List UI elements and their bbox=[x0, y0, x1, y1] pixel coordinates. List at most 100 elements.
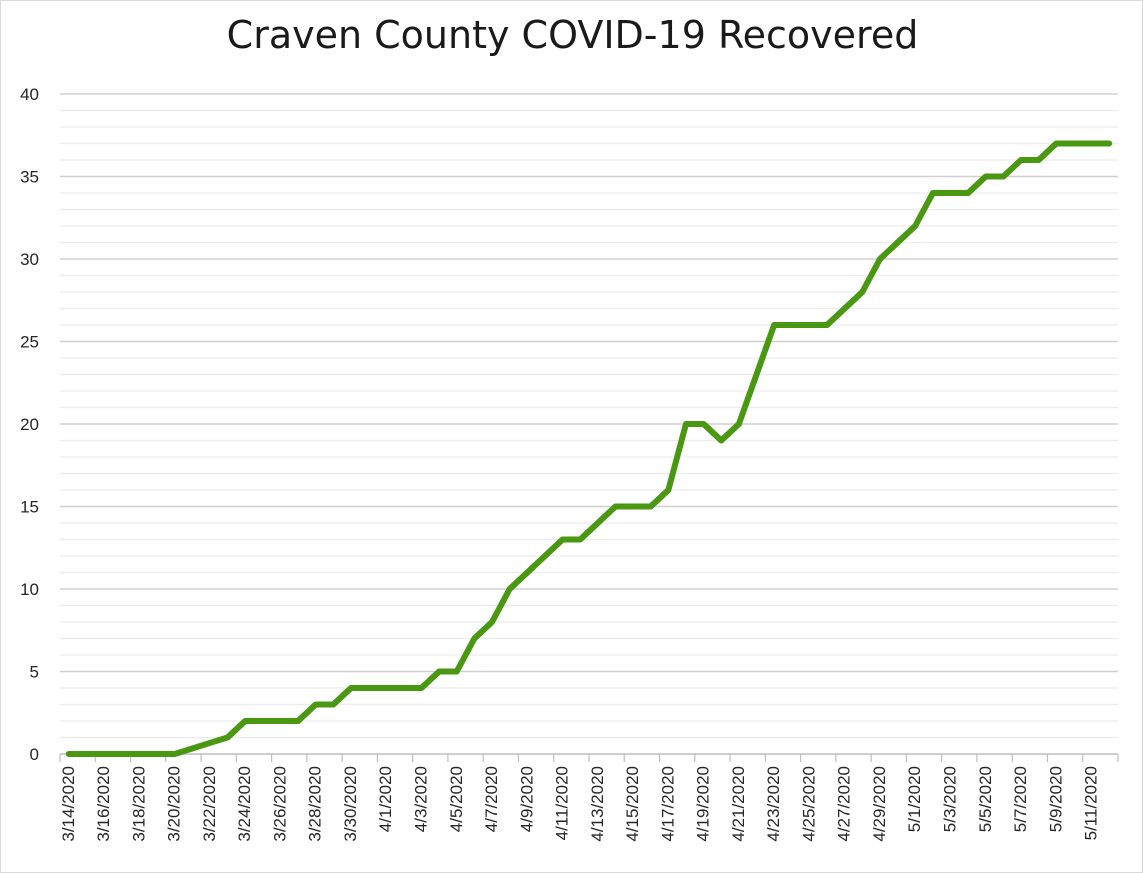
data-point bbox=[1020, 159, 1022, 161]
x-tick-label: 4/23/2020 bbox=[764, 766, 783, 842]
data-point bbox=[385, 687, 387, 689]
data-point bbox=[209, 742, 211, 744]
data-point bbox=[244, 720, 246, 722]
x-tick-label: 4/25/2020 bbox=[799, 766, 818, 842]
x-tick-label: 3/18/2020 bbox=[129, 766, 148, 842]
x-tick-label: 4/7/2020 bbox=[482, 766, 501, 832]
data-point bbox=[491, 621, 493, 623]
x-tick-label: 4/13/2020 bbox=[588, 766, 607, 842]
data-point bbox=[403, 687, 405, 689]
x-tick-label: 4/19/2020 bbox=[694, 766, 713, 842]
data-point bbox=[685, 423, 687, 425]
data-point bbox=[1038, 159, 1040, 161]
data-point bbox=[438, 671, 440, 672]
data-point bbox=[279, 720, 281, 722]
data-point bbox=[756, 374, 758, 375]
data-point bbox=[844, 308, 846, 309]
data-point bbox=[808, 324, 810, 326]
x-tick-label: 3/30/2020 bbox=[341, 766, 360, 842]
y-tick-label: 20 bbox=[20, 415, 39, 434]
y-tick-label: 30 bbox=[20, 250, 39, 269]
x-tick-label: 4/11/2020 bbox=[553, 766, 572, 840]
y-tick-label: 5 bbox=[30, 663, 39, 682]
data-point bbox=[121, 753, 123, 755]
data-point bbox=[191, 748, 193, 750]
y-tick-label: 10 bbox=[20, 580, 39, 599]
series-line bbox=[65, 140, 1113, 757]
data-point bbox=[509, 588, 511, 590]
data-point bbox=[1055, 143, 1057, 144]
x-tick-label: 3/16/2020 bbox=[94, 766, 113, 842]
data-point bbox=[227, 737, 229, 738]
y-tick-label: 40 bbox=[20, 85, 39, 104]
x-tick-label: 5/5/2020 bbox=[976, 766, 995, 832]
data-point bbox=[879, 258, 881, 260]
data-point bbox=[738, 423, 740, 425]
data-point bbox=[914, 225, 916, 227]
data-point bbox=[315, 704, 317, 705]
data-point bbox=[350, 687, 352, 689]
data-point bbox=[262, 720, 264, 722]
y-tick-label: 15 bbox=[20, 498, 39, 517]
data-point bbox=[526, 572, 528, 573]
x-tick-label: 5/7/2020 bbox=[1011, 766, 1030, 832]
data-point bbox=[861, 291, 863, 293]
x-tick-label: 4/1/2020 bbox=[376, 766, 395, 832]
x-tick-label: 4/21/2020 bbox=[729, 766, 748, 842]
x-tick-label: 3/14/2020 bbox=[59, 766, 78, 842]
data-point bbox=[1073, 143, 1075, 144]
data-point bbox=[949, 192, 951, 194]
x-tick-label: 3/26/2020 bbox=[270, 766, 289, 842]
data-point bbox=[597, 522, 599, 524]
x-tick-label: 3/22/2020 bbox=[200, 766, 219, 842]
x-tick-label: 5/1/2020 bbox=[905, 766, 924, 832]
data-point bbox=[156, 753, 158, 755]
data-point bbox=[368, 687, 370, 689]
y-tick-label: 35 bbox=[20, 168, 39, 187]
x-tick-label: 5/9/2020 bbox=[1046, 766, 1065, 832]
data-point bbox=[1002, 176, 1004, 177]
data-point bbox=[667, 489, 669, 491]
x-tick-label: 4/17/2020 bbox=[658, 766, 677, 842]
x-tick-label: 3/24/2020 bbox=[235, 766, 254, 842]
chart-title: Craven County COVID-19 Recovered bbox=[226, 13, 919, 57]
data-point bbox=[1091, 143, 1093, 144]
data-point bbox=[297, 720, 299, 722]
data-point bbox=[703, 423, 705, 425]
data-point bbox=[420, 687, 422, 689]
x-tick-label: 4/15/2020 bbox=[623, 766, 642, 842]
data-point bbox=[985, 176, 987, 177]
x-tick-label: 4/29/2020 bbox=[870, 766, 889, 842]
data-point bbox=[579, 539, 581, 540]
data-point bbox=[544, 555, 546, 557]
x-tick-label: 4/5/2020 bbox=[447, 766, 466, 832]
data-point bbox=[562, 539, 564, 540]
y-tick-label: 25 bbox=[20, 333, 39, 352]
data-point bbox=[138, 753, 140, 755]
x-tick-label: 3/28/2020 bbox=[306, 766, 325, 842]
data-point bbox=[826, 324, 828, 326]
data-point bbox=[68, 753, 70, 755]
data-point bbox=[967, 192, 969, 194]
data-point bbox=[897, 242, 899, 243]
data-point bbox=[791, 324, 793, 326]
x-tick-label: 4/9/2020 bbox=[517, 766, 536, 832]
data-point bbox=[650, 506, 652, 507]
data-point bbox=[1108, 143, 1110, 144]
x-tick-label: 5/11/2020 bbox=[1082, 766, 1101, 840]
data-point bbox=[85, 753, 87, 755]
x-tick-label: 5/3/2020 bbox=[940, 766, 959, 832]
x-tick-label: 4/27/2020 bbox=[835, 766, 854, 842]
data-point bbox=[456, 671, 458, 672]
data-point bbox=[614, 506, 616, 507]
data-point bbox=[632, 506, 634, 507]
y-tick-label: 0 bbox=[30, 745, 39, 764]
data-point bbox=[174, 753, 176, 755]
x-tick-label: 4/3/2020 bbox=[411, 766, 430, 832]
data-point bbox=[332, 704, 334, 705]
x-tick-label: 3/20/2020 bbox=[165, 766, 184, 842]
data-point bbox=[932, 192, 934, 194]
data-point bbox=[103, 753, 105, 755]
